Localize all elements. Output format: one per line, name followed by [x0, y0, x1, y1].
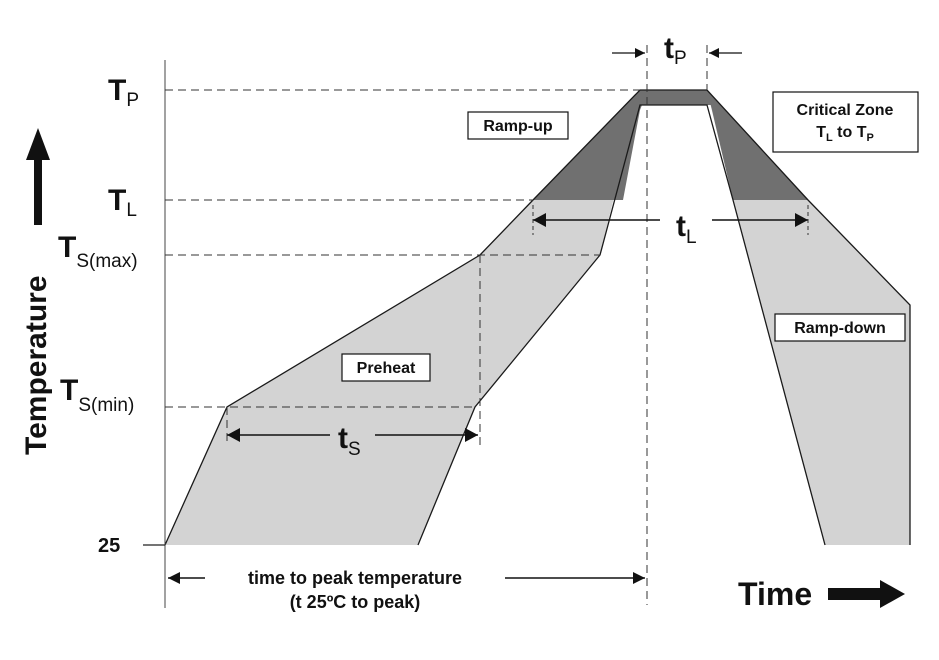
ts-left-arrow-icon: [227, 428, 240, 442]
y-axis-title-group: Temperature: [20, 128, 53, 455]
ramp-up-label: Ramp-up: [483, 118, 553, 135]
critical-zone-left: [533, 90, 648, 200]
ramp-down-label: Ramp-down: [794, 320, 886, 337]
critical-zone-line2: TL to TP: [816, 124, 874, 144]
peak-right-arrow-icon: [633, 572, 645, 584]
level-tsmax: TS(max): [58, 231, 138, 272]
y-axis-arrow-icon: [26, 128, 50, 225]
level-tsmin: TS(min): [60, 374, 134, 416]
time-to-peak-line1: time to peak temperature: [248, 568, 462, 588]
ramp-down-box: Ramp-down: [774, 313, 906, 342]
x-axis-title: Time: [738, 576, 812, 612]
level-tl: TL: [108, 184, 137, 221]
peak-plateau: [640, 90, 712, 105]
tl-left-arrow-icon: [533, 213, 546, 227]
peak-left-arrow-icon: [168, 572, 180, 584]
tp-interval-label: tP: [664, 32, 687, 69]
x-axis-arrow-icon: [828, 580, 905, 608]
level-25: 25: [98, 535, 120, 557]
level-tp: TP: [108, 74, 139, 111]
ramp-band-left: [165, 90, 640, 545]
tp-right-arrow-icon: [709, 48, 719, 58]
preheat-label: Preheat: [357, 360, 416, 377]
tp-left-arrow-icon: [635, 48, 645, 58]
y-axis-title: Temperature: [20, 275, 53, 455]
ts-interval-label: tS: [338, 422, 361, 460]
critical-zone-line1: Critical Zone: [797, 102, 894, 119]
x-axis-title-group: Time: [738, 576, 905, 612]
ramp-up-box: Ramp-up: [467, 111, 569, 140]
preheat-box: Preheat: [341, 353, 431, 382]
tp-interval: tP: [612, 32, 742, 69]
critical-zone-box: Critical Zone TL to TP: [772, 91, 919, 153]
tl-interval: tL: [532, 205, 809, 248]
level-guides: [165, 45, 708, 605]
tl-interval-label: tL: [676, 210, 697, 248]
ts-right-arrow-icon: [465, 428, 478, 442]
ts-interval: tS: [227, 422, 478, 460]
time-to-peak-line2: (t 25ºC to peak): [290, 592, 421, 612]
tl-right-arrow-icon: [795, 213, 808, 227]
time-to-peak: time to peak temperature (t 25ºC to peak…: [168, 568, 645, 612]
